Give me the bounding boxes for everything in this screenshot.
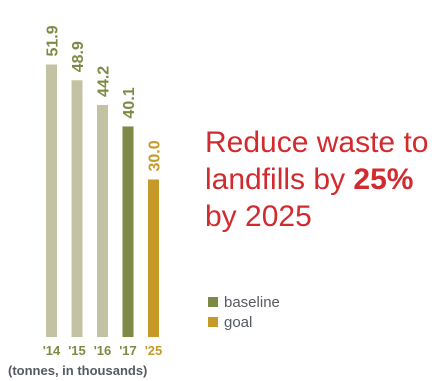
legend-swatch-baseline: [208, 297, 218, 307]
bar-1: [71, 80, 83, 338]
bar-0: [46, 64, 57, 338]
legend-item-baseline: baseline: [208, 292, 280, 312]
value-label-3: 40.1: [121, 87, 138, 118]
value-label-2: 44.2: [96, 66, 113, 97]
legend-label-baseline: baseline: [224, 293, 280, 311]
tick-label-2: '16: [94, 343, 112, 358]
bar-3: [122, 126, 134, 337]
headline-text-after: by 2025: [205, 200, 312, 233]
legend-label-goal: goal: [224, 313, 253, 331]
units-footnote: (tonnes, in thousands): [8, 363, 148, 378]
tick-label-0: '14: [43, 343, 61, 358]
headline: Reduce waste to landfills by 25% by 2025: [205, 124, 435, 235]
tick-label-1: '15: [68, 343, 86, 358]
legend: baseline goal: [208, 292, 280, 332]
headline-highlight: 25%: [353, 163, 414, 196]
value-label-0: 51.9: [45, 25, 62, 56]
tick-label-4: '25: [145, 343, 163, 358]
legend-item-goal: goal: [208, 312, 280, 332]
tick-label-3: '17: [119, 343, 137, 358]
value-label-1: 48.9: [70, 41, 87, 72]
legend-swatch-goal: [208, 317, 218, 327]
value-label-4: 30.0: [147, 140, 164, 171]
bar-2: [97, 104, 108, 337]
headline-text-before: Reduce waste to landfills by: [205, 126, 429, 196]
bar-4: [148, 179, 159, 337]
